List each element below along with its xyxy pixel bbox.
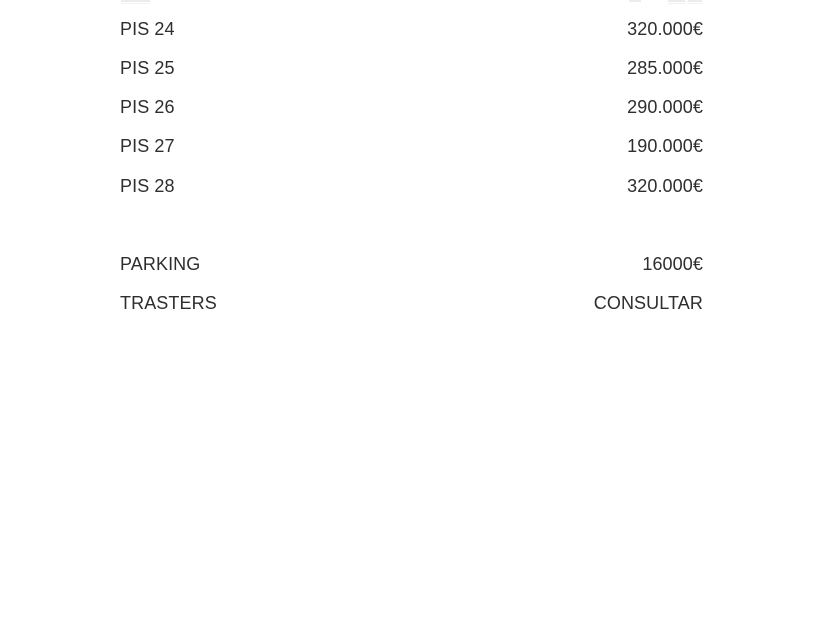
table-row: PIS 25 285.000€: [120, 57, 703, 79]
table-row: PIS 27 190.000€: [120, 135, 703, 157]
table-row: PARKING 16000€: [120, 253, 703, 275]
cutoff-glyph-remnant: [668, 0, 685, 2]
table-row: TRASTERS CONSULTAR: [120, 292, 703, 314]
unit-price: 190.000€: [627, 136, 703, 156]
table-row: PIS 24 320.000€: [120, 18, 703, 40]
extra-price: CONSULTAR: [593, 293, 703, 313]
unit-label: PIS 28: [120, 176, 175, 196]
extra-label: TRASTERS: [120, 293, 217, 313]
cutoff-glyph-remnant: [121, 3, 149, 4]
cutoff-glyph-remnant: [688, 3, 702, 4]
unit-price: 285.000€: [627, 58, 703, 78]
table-row: PIS 26 290.000€: [120, 96, 703, 118]
unit-label: PIS 26: [120, 97, 175, 117]
cutoff-glyph-remnant: [688, 0, 702, 2]
unit-label: PIS 25: [120, 58, 175, 78]
unit-price: 290.000€: [627, 97, 703, 117]
cutoff-glyph-remnant: [668, 3, 685, 4]
unit-price: 320.000€: [627, 176, 703, 196]
extra-price: 16000€: [642, 254, 703, 274]
unit-label: PIS 24: [120, 19, 175, 39]
cutoff-glyph-remnant: [121, 0, 150, 2]
cutoff-glyph-remnant: [629, 0, 641, 2]
table-row: PIS 28 320.000€: [120, 175, 703, 197]
unit-price: 320.000€: [627, 19, 703, 39]
extra-label: PARKING: [120, 254, 201, 274]
unit-label: PIS 27: [120, 136, 175, 156]
